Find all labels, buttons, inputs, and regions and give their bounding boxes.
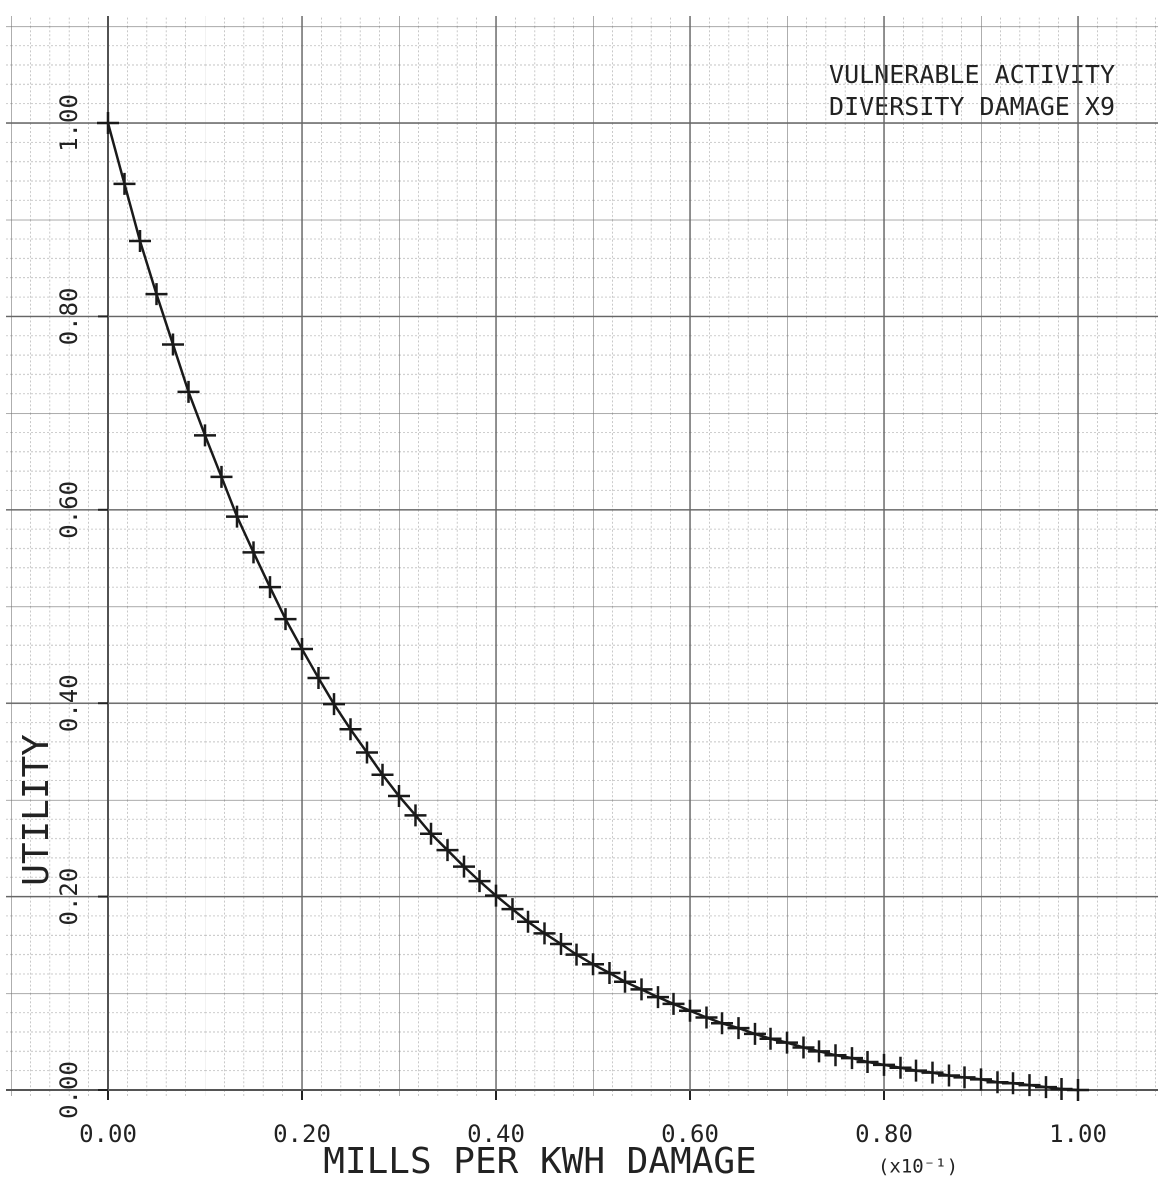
- marker: [549, 932, 572, 955]
- marker: [1018, 1074, 1041, 1097]
- marker: [258, 576, 281, 599]
- marker: [1002, 1072, 1025, 1095]
- marker: [711, 1012, 734, 1035]
- marker: [679, 999, 701, 1022]
- y-tick-label: 0.20: [55, 868, 83, 926]
- marker: [307, 667, 330, 690]
- marker: [194, 424, 216, 447]
- marker: [436, 839, 459, 862]
- y-tick-label: 0.60: [55, 481, 83, 539]
- marker: [937, 1064, 960, 1087]
- marker: [743, 1022, 766, 1045]
- marker: [517, 910, 540, 933]
- annotation: VULNERABLE ACTIVITY: [829, 60, 1115, 89]
- marker: [614, 970, 637, 993]
- marker: [404, 804, 427, 827]
- y-axis-label: UTILITY: [16, 734, 57, 886]
- marker: [420, 822, 443, 845]
- marker: [323, 693, 346, 716]
- x-tick-label: 0.60: [661, 1120, 719, 1148]
- marker: [501, 898, 524, 921]
- marker: [468, 870, 491, 893]
- marker: [662, 992, 685, 1015]
- marker: [630, 978, 653, 1001]
- marker: [242, 541, 265, 564]
- marker: [371, 763, 394, 786]
- marker: [792, 1036, 815, 1059]
- marker: [113, 172, 136, 195]
- marker: [759, 1027, 782, 1050]
- marker: [97, 112, 119, 134]
- graph-paper: [6, 16, 1158, 1096]
- marker: [177, 380, 200, 403]
- x-tick-label: 0.00: [79, 1120, 137, 1148]
- marker: [889, 1056, 912, 1079]
- marker: [905, 1059, 928, 1082]
- marker: [1067, 1079, 1089, 1101]
- marker: [452, 855, 475, 878]
- x-tick-label: 1.00: [1049, 1120, 1107, 1148]
- marker: [646, 986, 669, 1009]
- marker: [953, 1066, 976, 1089]
- marker: [355, 741, 378, 764]
- marker: [776, 1031, 798, 1054]
- x-axis-multiplier: (x10⁻¹): [878, 1156, 958, 1178]
- x-axis-label: MILLS PER KWH DAMAGE: [323, 1141, 756, 1182]
- x-tick-label: 0.80: [855, 1120, 913, 1148]
- annotation: DIVERSITY DAMAGE X9: [829, 92, 1115, 121]
- marker: [582, 953, 604, 976]
- marker: [565, 943, 588, 966]
- marker: [873, 1053, 895, 1076]
- marker: [921, 1061, 944, 1084]
- marker: [856, 1050, 879, 1073]
- x-tick-label: 0.20: [273, 1120, 331, 1148]
- marker: [695, 1006, 718, 1029]
- marker: [226, 505, 249, 528]
- x-tick-label: 0.40: [467, 1120, 525, 1148]
- marker: [598, 961, 621, 984]
- marker: [840, 1047, 863, 1070]
- y-tick-label: 0.00: [55, 1061, 83, 1119]
- marker: [161, 333, 184, 356]
- marker: [274, 608, 297, 631]
- marker: [727, 1017, 750, 1040]
- marker: [129, 229, 152, 252]
- marker: [824, 1044, 847, 1067]
- marker: [970, 1068, 992, 1091]
- marker: [339, 718, 362, 741]
- y-tick-label: 0.80: [55, 288, 83, 346]
- marker: [1034, 1076, 1057, 1099]
- marker: [485, 884, 507, 907]
- marker: [533, 922, 556, 945]
- y-tick-label: 0.40: [55, 674, 83, 732]
- marker: [388, 785, 410, 808]
- marker: [145, 283, 168, 306]
- marker: [291, 638, 313, 661]
- y-tick-label: 1.00: [55, 94, 83, 152]
- marker: [210, 465, 233, 488]
- marker: [808, 1040, 831, 1063]
